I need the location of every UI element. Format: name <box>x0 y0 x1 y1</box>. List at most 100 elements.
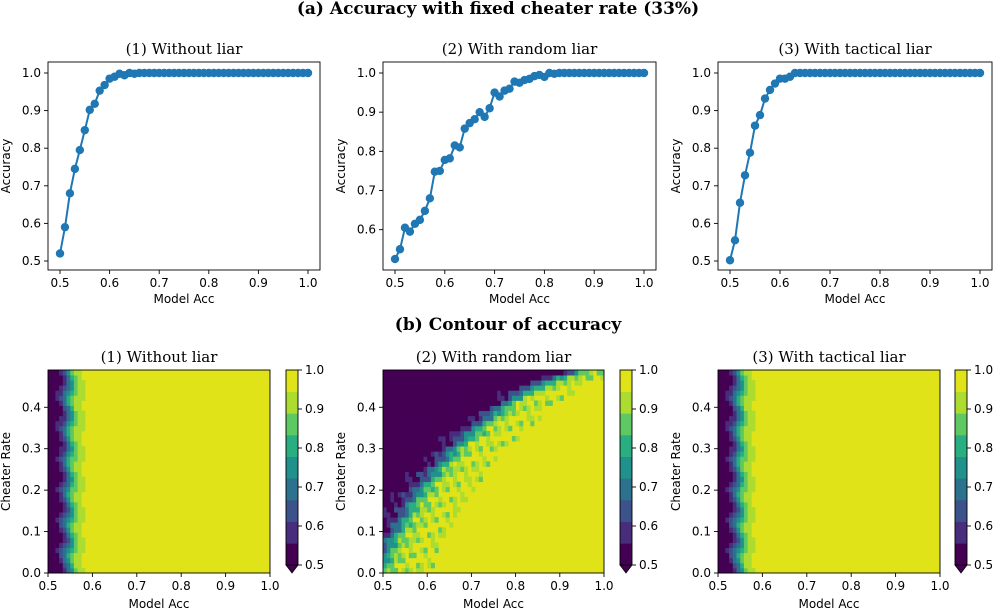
contour-cell <box>62 395 67 401</box>
colorbar-segment <box>955 521 967 544</box>
contour-cell <box>419 486 424 493</box>
contour-cell <box>390 486 395 493</box>
contour-cell <box>511 410 516 417</box>
contour-cell <box>427 471 432 477</box>
contour-cell <box>62 567 67 574</box>
colorbar-segment <box>286 435 298 457</box>
contour-cell <box>66 441 71 447</box>
contour-cell <box>62 522 67 528</box>
contour-cell <box>48 512 53 518</box>
contour-cell <box>740 496 745 503</box>
contour-cell <box>383 567 388 574</box>
contour-cell <box>574 380 579 386</box>
contour-cell <box>452 420 458 427</box>
contour-cell <box>55 461 60 467</box>
contour-cell <box>423 461 428 467</box>
contour-cell <box>441 420 447 427</box>
contour-cell <box>534 400 539 406</box>
contour-cell <box>48 466 53 472</box>
contour-cell <box>475 461 480 467</box>
contour-cell <box>445 380 450 386</box>
contour-cell <box>430 476 435 483</box>
contour-cell <box>504 415 509 422</box>
contour-cell <box>405 491 410 498</box>
contour-cell <box>500 380 505 386</box>
contour-cell <box>478 471 483 477</box>
contour-cell <box>419 425 424 432</box>
contour-cell <box>743 400 748 406</box>
contour-cell <box>77 527 82 533</box>
contour-cell <box>541 385 546 391</box>
colorbar-tick-label: 1.0 <box>639 363 658 377</box>
contour-cell <box>718 527 723 533</box>
contour-cell <box>427 501 432 508</box>
contour-cell <box>394 385 399 391</box>
contour-cell <box>427 400 432 406</box>
contour-cell <box>390 456 395 462</box>
contour-cell <box>475 476 480 483</box>
contour-cell <box>508 390 513 396</box>
contour-cell <box>51 400 56 406</box>
contour-cell <box>464 385 469 391</box>
contour-cell <box>416 486 421 493</box>
contour-cell <box>386 430 391 437</box>
contour-cell <box>394 532 399 538</box>
contour-cell <box>70 507 75 513</box>
contour-cell <box>419 415 424 422</box>
contour-cell <box>66 451 71 457</box>
contour-cell <box>725 471 730 477</box>
data-point <box>395 245 405 254</box>
contour-cell <box>718 481 723 488</box>
contour-cell <box>70 420 75 427</box>
contour-cell <box>478 405 483 411</box>
contour-cell <box>427 390 432 396</box>
contour-cell <box>394 435 399 442</box>
contour-cell <box>397 547 402 554</box>
contour-cell <box>390 507 395 513</box>
contour-cell <box>419 375 424 381</box>
contour-cell <box>478 430 483 437</box>
contour-cell <box>419 410 424 417</box>
contour-cell <box>77 466 82 472</box>
contour-cell <box>721 486 726 493</box>
contour-cell <box>62 476 67 483</box>
contour-cell <box>743 466 748 472</box>
contour-cell <box>430 456 435 462</box>
contour-cell <box>430 410 435 417</box>
contour-cell <box>559 375 564 381</box>
contour-cell <box>732 461 737 467</box>
x-axis-label: Model Acc <box>824 292 885 306</box>
contour-cell <box>456 425 461 432</box>
contour-cell <box>383 461 388 467</box>
contour-cell <box>725 451 730 457</box>
contour-cell <box>397 481 402 488</box>
contour-cell <box>438 415 443 422</box>
colorbar-segment <box>286 478 298 501</box>
contour-cell <box>390 547 395 554</box>
contour-cell <box>416 375 421 381</box>
contour-cell <box>743 370 748 376</box>
contour-cell <box>383 395 388 401</box>
colorbar-segment <box>955 370 967 392</box>
contour-cell <box>51 512 56 518</box>
contour-cell <box>62 532 67 538</box>
contour-cell <box>721 471 726 477</box>
contour-cell <box>732 481 737 488</box>
contour-cell <box>460 430 465 437</box>
contour-cell <box>475 441 480 447</box>
contour-cell <box>70 496 75 503</box>
contour-cell <box>456 435 461 442</box>
contour-cell <box>405 562 410 569</box>
contour-cell <box>427 441 432 447</box>
contour-cell <box>423 441 428 447</box>
contour-cell <box>497 375 502 381</box>
contour-cell <box>401 486 406 493</box>
contour-cell <box>419 476 424 483</box>
contour-cell <box>482 375 487 381</box>
contour-cell <box>718 420 723 427</box>
data-point <box>760 94 770 103</box>
contour-cell <box>434 380 439 386</box>
contour-cell <box>419 522 424 528</box>
contour-cell <box>430 380 435 386</box>
